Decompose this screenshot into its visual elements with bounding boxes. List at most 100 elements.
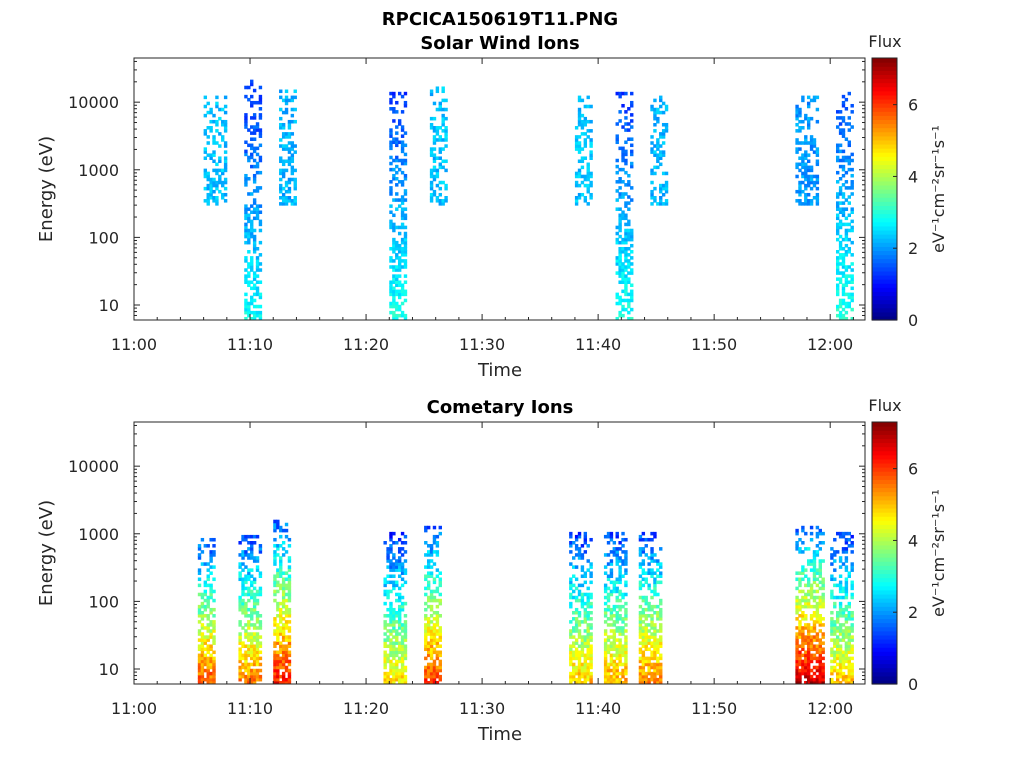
heatmap-cell <box>580 647 585 652</box>
heatmap-cell <box>281 595 286 600</box>
heatmap-cell <box>583 199 588 203</box>
heatmap-cell <box>624 256 628 260</box>
heatmap-cell <box>847 301 851 306</box>
heatmap-cell <box>250 256 254 260</box>
heatmap-cell <box>661 183 666 188</box>
heatmap-cell <box>403 152 408 157</box>
heatmap-cell <box>606 623 611 627</box>
heatmap-cell <box>212 659 216 664</box>
heatmap-cell <box>386 592 390 597</box>
heatmap-cell <box>400 140 405 145</box>
heatmap-cell <box>844 632 849 636</box>
heatmap-cell <box>287 653 292 658</box>
heatmap-cell <box>403 225 408 230</box>
colorbar-step <box>872 66 897 71</box>
heatmap-cell <box>397 289 402 294</box>
heatmap-cell <box>630 161 634 166</box>
heatmap-cell <box>572 617 576 621</box>
heatmap-cell <box>258 143 263 148</box>
heatmap-cell <box>624 170 628 175</box>
heatmap-cell <box>223 156 228 160</box>
heatmap-cell <box>389 580 393 585</box>
heatmap-cell <box>395 155 399 160</box>
heatmap-cell <box>847 674 851 679</box>
heatmap-cell <box>572 674 576 679</box>
heatmap-cell <box>403 207 408 211</box>
heatmap-cell <box>798 671 802 676</box>
heatmap-cell <box>273 650 277 655</box>
heatmap-cell <box>838 574 843 579</box>
heatmap-cell <box>589 680 593 685</box>
heatmap-cell <box>630 100 634 105</box>
heatmap-cell <box>392 626 396 630</box>
heatmap-cell <box>572 650 576 655</box>
heatmap-cell <box>435 129 440 133</box>
heatmap-cell <box>644 544 648 548</box>
heatmap-cell <box>850 180 854 184</box>
heatmap-cell <box>586 189 590 194</box>
heatmap-cell <box>403 213 408 218</box>
heatmap-cell <box>397 671 402 676</box>
heatmap-cell <box>624 537 628 542</box>
heatmap-cell <box>250 164 254 169</box>
heatmap-cell <box>284 610 289 615</box>
heatmap-cell <box>244 537 248 542</box>
heatmap-cell <box>821 680 825 685</box>
heatmap-cell <box>197 556 202 560</box>
heatmap-cell <box>238 641 242 645</box>
heatmap-cell <box>424 641 428 645</box>
heatmap-cell <box>795 656 799 661</box>
heatmap-cell <box>650 614 654 618</box>
heatmap-cell <box>209 635 213 639</box>
heatmap-cell <box>812 598 817 603</box>
heatmap-cell <box>850 280 854 284</box>
heatmap-cell <box>818 665 822 670</box>
heatmap-cell <box>577 168 582 173</box>
colorbar-step <box>872 643 897 648</box>
heatmap-cell <box>580 601 585 606</box>
heatmap-cell <box>389 544 393 548</box>
heatmap-cell <box>212 553 216 557</box>
heatmap-cell <box>397 620 402 624</box>
heatmap-cell <box>577 671 582 676</box>
heatmap-cell <box>589 174 593 179</box>
heatmap-cell <box>589 144 593 148</box>
heatmap-cell <box>580 650 585 655</box>
heatmap-cell <box>250 82 254 87</box>
heatmap-cell <box>215 196 219 200</box>
colorbar-tick-label: 4 <box>908 531 918 550</box>
heatmap-cell <box>244 623 248 627</box>
heatmap-cell <box>638 668 643 673</box>
heatmap-cell <box>290 144 295 148</box>
heatmap-cell <box>804 659 808 664</box>
heatmap-cell <box>798 644 802 648</box>
heatmap-cell <box>569 632 573 636</box>
heatmap-cell <box>255 592 260 597</box>
heatmap-cell <box>804 656 808 661</box>
heatmap-cell <box>426 674 431 679</box>
heatmap-cell <box>612 614 617 618</box>
heatmap-cell <box>392 243 396 248</box>
heatmap-cell <box>400 292 405 297</box>
heatmap-cell <box>215 104 219 109</box>
heatmap-cell <box>255 304 260 309</box>
heatmap-cell <box>844 595 849 600</box>
heatmap-cell <box>241 553 245 557</box>
heatmap-cell <box>244 119 248 123</box>
heatmap-cell <box>630 250 634 254</box>
heatmap-cell <box>806 159 811 164</box>
heatmap-cell <box>847 617 851 621</box>
heatmap-cell <box>392 586 396 591</box>
colorbar-tick-label: 6 <box>908 96 918 115</box>
solar-wind-ions-heatmap <box>203 79 854 321</box>
heatmap-cell <box>273 544 277 548</box>
heatmap-cell <box>444 159 448 164</box>
heatmap-cell <box>809 174 814 179</box>
heatmap-cell <box>200 595 205 600</box>
heatmap-cell <box>624 289 628 294</box>
heatmap-cell <box>821 541 825 545</box>
heatmap-cell <box>244 607 248 612</box>
heatmap-cell <box>400 216 405 221</box>
heatmap-cell <box>426 623 431 627</box>
heatmap-cell <box>838 225 843 230</box>
